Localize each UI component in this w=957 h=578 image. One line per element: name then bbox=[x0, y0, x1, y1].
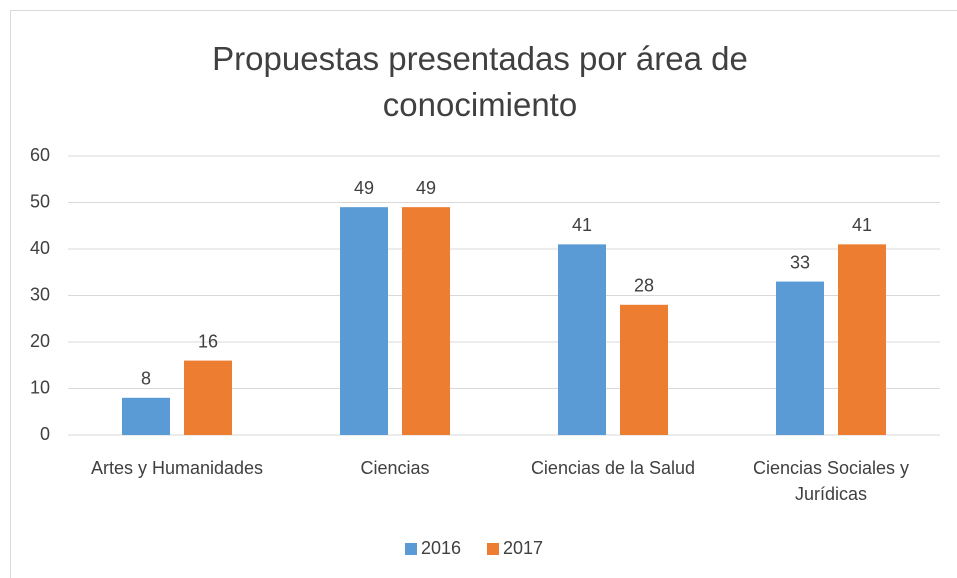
x-tick-label: Artes y Humanidades bbox=[90, 458, 264, 478]
bar bbox=[776, 281, 824, 435]
bar bbox=[184, 360, 232, 435]
y-tick-label: 0 bbox=[40, 424, 50, 444]
data-label: 49 bbox=[416, 178, 436, 198]
y-tick-label: 60 bbox=[30, 145, 50, 165]
chart-title: Propuestas presentadas por área de conoc… bbox=[212, 40, 748, 123]
legend-label: 2017 bbox=[503, 538, 543, 558]
bar bbox=[838, 244, 886, 435]
data-label: 49 bbox=[354, 178, 374, 198]
legend-swatch bbox=[405, 543, 417, 555]
y-tick-label: 50 bbox=[30, 191, 50, 211]
bar bbox=[340, 207, 388, 435]
data-label: 8 bbox=[141, 369, 151, 389]
x-tick-label: Ciencias de la Salud bbox=[530, 458, 696, 478]
bar bbox=[558, 244, 606, 435]
data-label: 16 bbox=[198, 331, 218, 351]
y-tick-label: 20 bbox=[30, 331, 50, 351]
data-label: 33 bbox=[790, 252, 810, 272]
bar bbox=[402, 207, 450, 435]
y-tick-label: 30 bbox=[30, 284, 50, 304]
bar bbox=[122, 397, 170, 435]
y-tick-label: 40 bbox=[30, 238, 50, 258]
data-label: 28 bbox=[634, 276, 654, 296]
x-tick-label: Ciencias bbox=[360, 458, 430, 478]
legend-label: 2016 bbox=[421, 538, 461, 558]
x-tick-label: Ciencias Sociales y Jurídicas bbox=[752, 458, 910, 504]
bar bbox=[620, 304, 668, 435]
legend-swatch bbox=[487, 543, 499, 555]
data-label: 41 bbox=[852, 215, 872, 235]
y-tick-label: 10 bbox=[30, 377, 50, 397]
data-label: 41 bbox=[572, 215, 592, 235]
